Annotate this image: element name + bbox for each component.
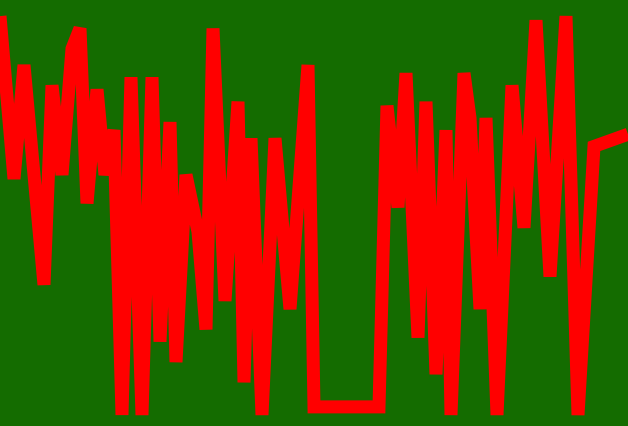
red-zigzag-trace: [0, 15, 628, 416]
